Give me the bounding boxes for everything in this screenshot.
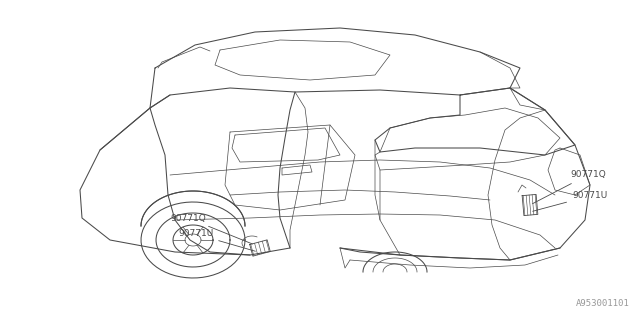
Text: 90771Q: 90771Q: [532, 171, 605, 204]
Text: A953001101: A953001101: [576, 299, 630, 308]
Text: 90771U: 90771U: [178, 229, 255, 251]
Text: 90771Q: 90771Q: [170, 213, 252, 244]
Text: 90771U: 90771U: [532, 191, 607, 211]
